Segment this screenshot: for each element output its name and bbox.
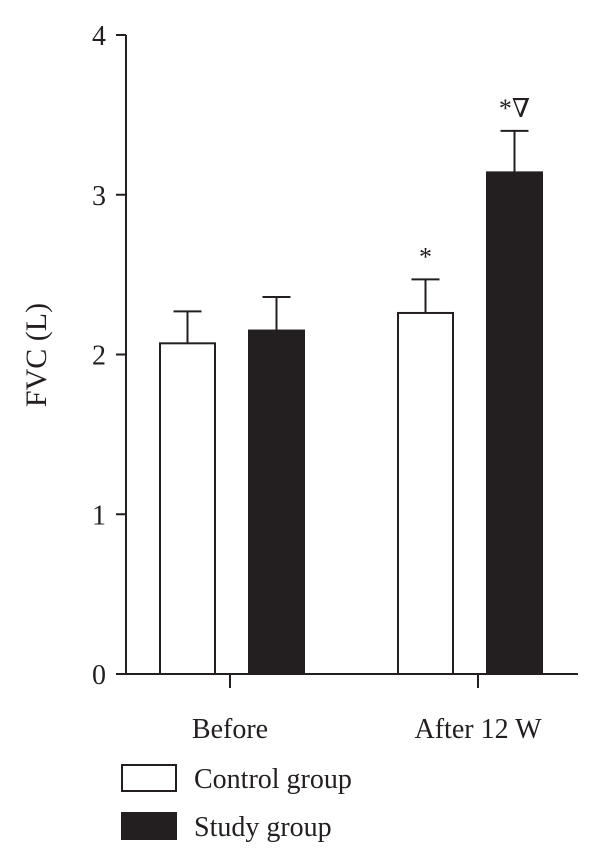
y-tick-label: 4 bbox=[92, 21, 106, 52]
legend: Control group Study group bbox=[121, 764, 352, 843]
study-bar-after bbox=[486, 171, 543, 675]
y-ticks: 0 1 2 3 4 bbox=[92, 21, 126, 691]
y-tick-label: 1 bbox=[92, 500, 106, 531]
y-tick-label: 0 bbox=[92, 660, 106, 691]
legend-label: Study group bbox=[194, 812, 332, 843]
x-categories: Before After 12 W bbox=[192, 674, 542, 745]
study-bar-before bbox=[248, 329, 305, 675]
control-bar-after bbox=[397, 311, 454, 675]
legend-swatch bbox=[121, 812, 177, 840]
category-label: Before bbox=[192, 714, 268, 745]
y-tick-label: 3 bbox=[92, 181, 106, 212]
legend-swatch bbox=[121, 764, 177, 792]
legend-label: Control group bbox=[194, 764, 352, 795]
bars: * *∇ bbox=[159, 94, 543, 675]
y-tick-label: 2 bbox=[92, 341, 106, 372]
significance-marker: *∇ bbox=[499, 94, 530, 123]
y-axis-title: FVC (L) bbox=[20, 303, 53, 407]
significance-marker: * bbox=[419, 242, 432, 271]
control-bar-before bbox=[159, 342, 216, 675]
category-label: After 12 W bbox=[415, 714, 543, 745]
